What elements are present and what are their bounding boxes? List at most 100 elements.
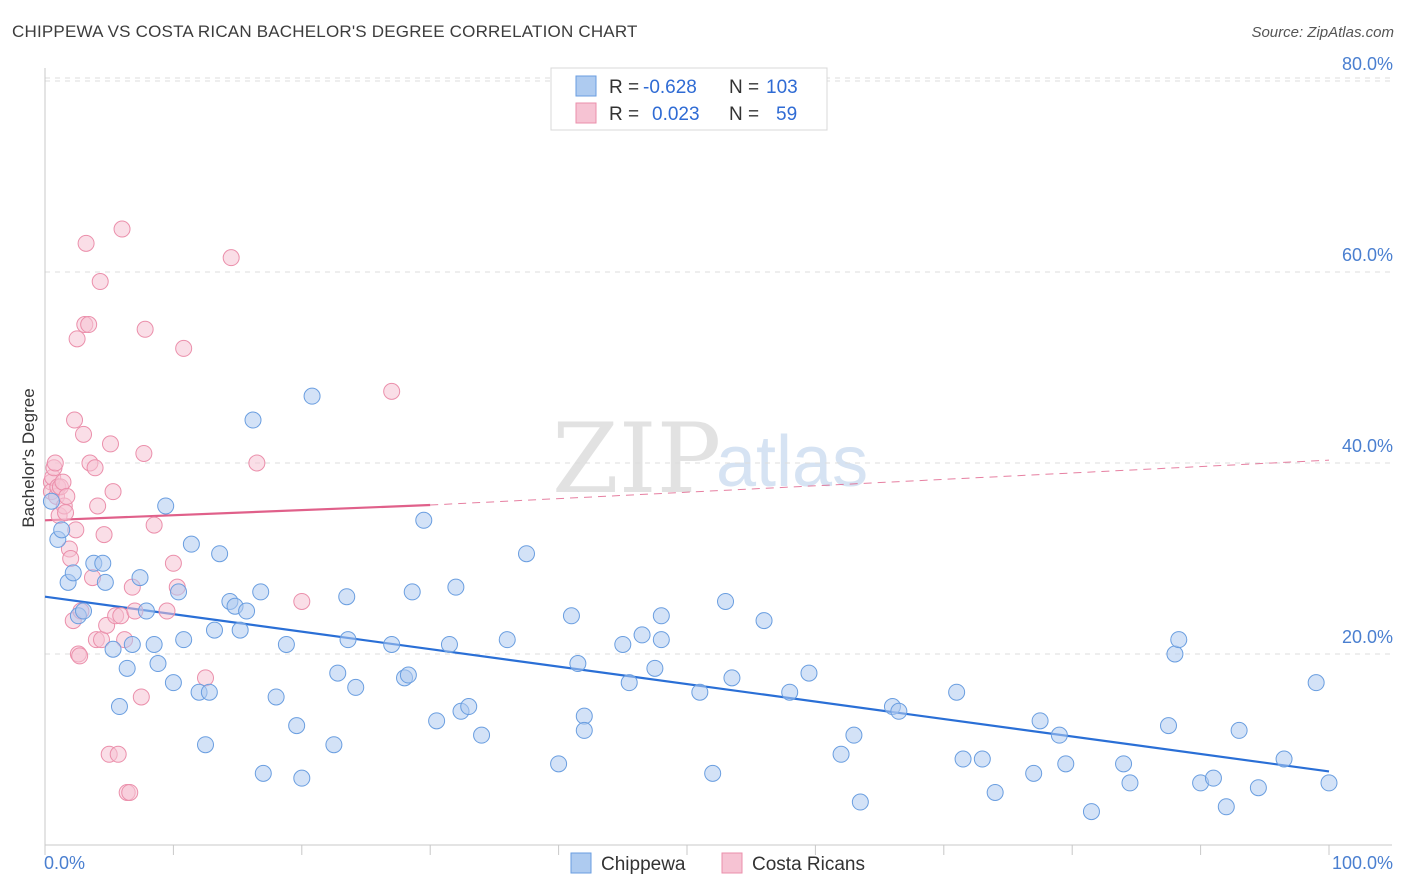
legend-n-label: N = xyxy=(729,104,759,125)
chippewa-point xyxy=(569,655,587,673)
y-tick-label: 40.0% xyxy=(1342,436,1393,456)
legend-swatch-chippewa xyxy=(575,75,597,97)
y-tick-label: 60.0% xyxy=(1342,245,1393,265)
costa-ricans-point xyxy=(54,473,72,491)
legend-n-label: N = xyxy=(729,77,759,98)
costa-ricans-point xyxy=(197,669,214,687)
chippewa-point xyxy=(550,755,568,773)
legend-r-value: 0.023 xyxy=(652,104,700,125)
correlation-legend: R = -0.628 N = 103 R = 0.023 N = 59 xyxy=(550,67,828,131)
chippewa-point xyxy=(717,592,735,610)
costa-ricans-point xyxy=(109,745,127,763)
chippewa-point xyxy=(267,688,285,706)
chippewa-point xyxy=(428,712,446,730)
chippewa-point xyxy=(338,588,356,606)
chippewa-point xyxy=(781,683,799,701)
series-swatch-chippewa xyxy=(570,852,592,874)
chippewa-point xyxy=(845,726,863,744)
chippewa-point xyxy=(252,583,270,601)
chippewa-point xyxy=(691,683,709,701)
tick-labels: 20.0% 40.0% 60.0% 80.0% 0.0% 100.0% xyxy=(44,54,1393,873)
source-label: Source: ZipAtlas.com xyxy=(1251,24,1394,41)
chippewa-point xyxy=(145,635,163,653)
chippewa-point xyxy=(231,621,249,639)
chippewa-point xyxy=(704,764,722,782)
chippewa-point xyxy=(575,707,593,725)
series-label-costa-ricans: Costa Ricans xyxy=(752,854,865,875)
costa-ricans-point xyxy=(75,425,93,443)
chippewa-point xyxy=(575,721,593,739)
chippewa-point xyxy=(562,607,580,625)
chippewa-point xyxy=(175,631,193,649)
costa-ricans-point xyxy=(68,330,86,348)
chippewa-point xyxy=(293,769,311,787)
chippewa-point xyxy=(137,602,155,620)
costa-ricans-point xyxy=(77,234,95,252)
chippewa-point xyxy=(460,698,478,716)
chippewa-point xyxy=(303,387,321,405)
legend-r-value: -0.628 xyxy=(643,77,697,98)
chippewa-point xyxy=(1166,645,1184,663)
chippewa-points xyxy=(42,387,1338,821)
costa-ricans-point xyxy=(58,487,76,505)
y-tick-label: 20.0% xyxy=(1342,627,1393,647)
legend-r-label: R = xyxy=(609,104,639,125)
chippewa-point xyxy=(205,621,223,639)
chippewa-point xyxy=(614,635,632,653)
chippewa-point xyxy=(948,683,966,701)
costa-ricans-point xyxy=(89,497,107,515)
chippewa-point xyxy=(238,602,256,620)
chippewa-point xyxy=(1307,674,1325,692)
chippewa-point xyxy=(1082,803,1100,821)
chart-title: CHIPPEWA VS COSTA RICAN BACHELOR'S DEGRE… xyxy=(12,22,638,41)
chippewa-point xyxy=(973,750,991,768)
chippewa-point xyxy=(954,750,972,768)
chippewa-point xyxy=(620,674,638,692)
chippewa-point xyxy=(123,635,141,653)
legend-swatch-costa-ricans xyxy=(575,102,597,124)
trend-lines xyxy=(44,459,1330,773)
x-tick-label: 0.0% xyxy=(44,853,85,873)
costa-ricans-point xyxy=(135,444,153,462)
chippewa-point xyxy=(118,659,136,677)
chippewa-point xyxy=(646,659,664,677)
chippewa-point xyxy=(1217,798,1235,816)
costa-ricans-point xyxy=(91,273,109,291)
chippewa-point xyxy=(254,764,272,782)
chippewa-point xyxy=(399,666,417,684)
costa-ricans-point xyxy=(158,602,176,620)
grid-lines xyxy=(45,77,1392,655)
costa-ricans-point xyxy=(113,220,131,238)
chippewa-point xyxy=(75,602,93,620)
chippewa-point xyxy=(96,573,114,591)
costa-ricans-point xyxy=(66,411,84,429)
costa-ricans-point xyxy=(222,249,240,267)
chippewa-point xyxy=(755,612,773,630)
costa-ricans-point xyxy=(145,516,163,534)
costa-ricans-point xyxy=(132,688,150,706)
costa-ricans-point xyxy=(175,339,193,357)
x-tick-label: 100.0% xyxy=(1332,853,1393,873)
chippewa-point xyxy=(851,793,869,811)
chippewa-point xyxy=(110,698,128,716)
chippewa-point xyxy=(329,664,347,682)
chippewa-point xyxy=(211,545,229,563)
y-tick-label: 80.0% xyxy=(1342,54,1393,74)
chippewa-point xyxy=(890,702,908,720)
costa-ricans-point xyxy=(164,554,182,572)
costa-ricans-point xyxy=(80,316,98,334)
chippewa-point xyxy=(157,497,175,515)
chippewa-point xyxy=(170,583,188,601)
chippewa-point xyxy=(182,535,200,553)
chippewa-point xyxy=(440,635,458,653)
chippewa-point xyxy=(986,783,1004,801)
chippewa-point xyxy=(53,521,71,539)
chippewa-point xyxy=(1115,755,1133,773)
costa-ricans-point xyxy=(67,521,85,539)
costa-ricans-point xyxy=(46,454,64,472)
chippewa-point xyxy=(1057,755,1075,773)
costa-ricans-point xyxy=(71,647,89,665)
chippewa-point xyxy=(800,664,818,682)
chippewa-point xyxy=(1204,769,1222,787)
costa-ricans-points xyxy=(42,220,401,801)
